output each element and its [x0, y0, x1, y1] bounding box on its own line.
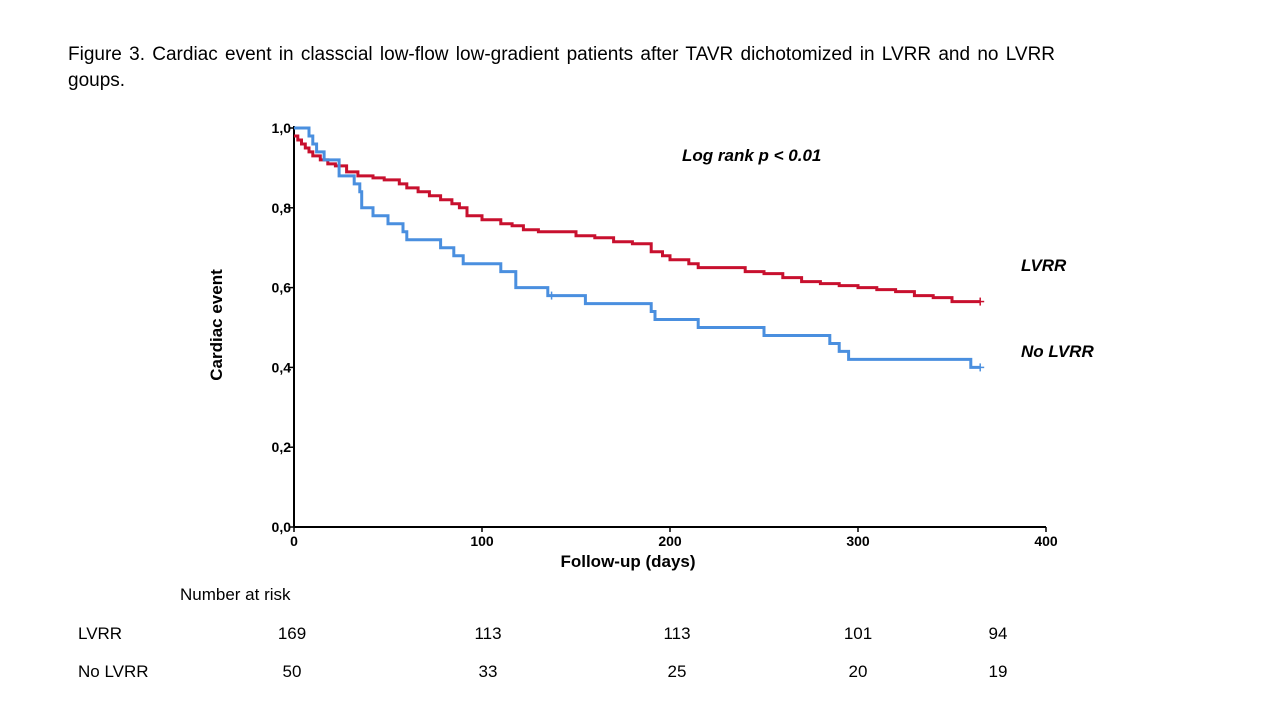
x-tick-label: 200 — [658, 533, 682, 549]
risk-cell: 25 — [667, 662, 687, 681]
censor-mark-no-lvrr — [976, 363, 985, 372]
risk-row-label: LVRR — [78, 624, 123, 643]
survival-curve-lvrr — [294, 134, 981, 304]
figure-caption: Figure 3. Cardiac event in classcial low… — [68, 44, 1056, 91]
y-tick-label: 0,6 — [272, 280, 292, 296]
y-tick-label: 0,0 — [272, 519, 292, 535]
log-rank-annotation: Log rank p < 0.01 — [682, 146, 821, 165]
risk-cell: 19 — [988, 662, 1008, 681]
x-tick-label: 0 — [290, 533, 298, 549]
risk-row-label: No LVRR — [78, 662, 149, 681]
x-tick-label: 300 — [846, 533, 870, 549]
x-tick-label: 400 — [1034, 533, 1058, 549]
risk-cell: 113 — [474, 624, 502, 643]
risk-cell: 113 — [663, 624, 691, 643]
axes: 0 100 200 300 400 0,0 0,2 0,4 0,6 0,8 1,0 — [272, 120, 1058, 549]
risk-table-heading: Number at risk — [180, 585, 291, 604]
risk-cell: 33 — [478, 662, 498, 681]
risk-cell: 20 — [848, 662, 868, 681]
y-tick-label: 0,4 — [272, 359, 292, 375]
x-axis-title: Follow-up (days) — [560, 552, 695, 571]
x-tick-label: 100 — [470, 533, 494, 549]
y-tick-label: 0,2 — [272, 439, 292, 455]
series-label-lvrr: LVRR — [1021, 256, 1067, 275]
risk-cell: 50 — [282, 662, 302, 681]
risk-cell: 94 — [988, 624, 1008, 643]
survival-curve-no-lvrr — [294, 126, 981, 369]
risk-cell: 101 — [843, 624, 873, 643]
series-layer — [294, 126, 985, 372]
series-label-no-lvrr: No LVRR — [1021, 342, 1094, 361]
censor-mark-lvrr — [976, 297, 985, 306]
censor-mark-no-lvrr — [547, 291, 556, 300]
y-tick-label: 1,0 — [272, 120, 292, 136]
risk-cell: 169 — [277, 624, 307, 643]
y-axis-title: Cardiac event — [207, 269, 226, 381]
y-tick-label: 0,8 — [272, 200, 292, 216]
